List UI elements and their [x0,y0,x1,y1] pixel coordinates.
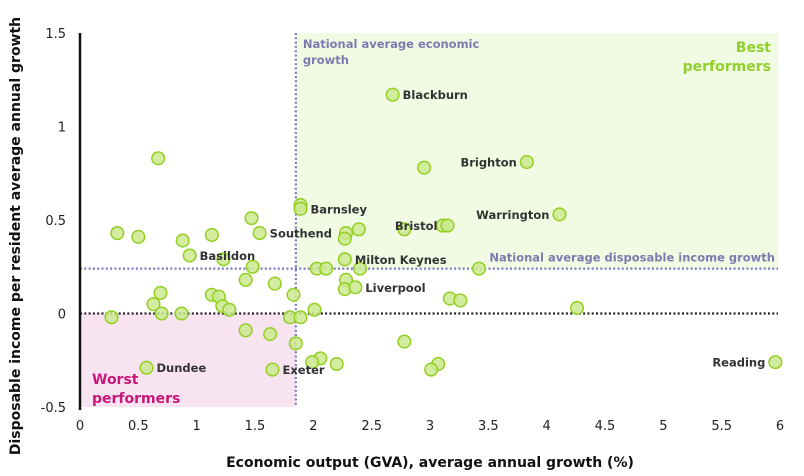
regions-layer [80,33,778,407]
points-layer [104,87,783,377]
data-point [440,218,455,233]
point-label: Exeter [283,363,325,377]
data-point [263,327,278,342]
x-tick-label: 2.5 [361,419,382,434]
data-point [453,293,468,308]
data-point [222,302,237,317]
data-point [182,248,197,263]
x-tick-label: 1.5 [245,419,266,434]
data-point [131,229,146,244]
x-tick-label: 5 [659,419,667,434]
data-point [337,231,352,246]
national-avg-economic-label-line2: growth [303,53,349,67]
worst-performers-label-line2: performers [92,391,180,407]
y-tick-label: -0.5 [41,401,66,416]
y-axis-ticks: -0.5 0 0.5 1 1.5 [41,27,66,416]
point-label: Barnsley [311,202,368,216]
point-label: Brighton [460,156,516,170]
y-tick-label: 0 [58,308,66,323]
data-point [288,336,303,351]
point-label: Southend [270,227,332,241]
x-tick-label: 0.5 [128,419,149,434]
data-point [352,261,368,276]
data-point [305,355,320,370]
point-label: Dundee [157,361,207,375]
x-tick-label: 2 [309,419,317,434]
y-axis-title: Disposable income per resident average a… [8,17,24,455]
x-tick-label: 6 [776,419,784,434]
point-label: Basildon [200,249,256,263]
data-point [154,306,169,321]
data-point [204,227,219,243]
point-label: Liverpool [365,281,425,295]
x-tick-label: 3.5 [478,419,499,434]
data-point [252,226,267,241]
data-point [238,272,253,287]
data-point [110,226,125,241]
data-point [216,252,231,267]
x-tick-label: 3 [426,419,434,434]
x-tick-label: 5.5 [711,419,732,434]
point-label: Milton Keynes [355,253,447,267]
data-point [153,285,168,300]
x-tick-label: 0 [76,419,84,434]
data-point [174,306,189,321]
best-performers-label-line2: performers [683,59,771,75]
y-tick-label: 1.5 [45,27,66,42]
data-point [319,261,334,276]
data-point [238,323,253,338]
data-point [104,310,119,325]
data-point [244,211,259,226]
data-point [519,154,534,170]
data-point [337,252,352,267]
x-tick-label: 1 [193,419,201,434]
national-avg-income-label: National average disposable income growt… [489,251,775,265]
data-point [286,287,301,302]
point-label: Warrington [476,208,549,222]
point-label: Bristol [395,219,438,233]
data-point [569,300,585,315]
y-tick-label: 1 [58,121,66,136]
data-point [385,87,400,102]
point-label: Blackburn [403,88,468,102]
best-performers-region [295,33,778,269]
data-point [348,280,363,295]
data-point [417,160,432,175]
data-point [471,261,487,276]
x-axis-ticks: 0 0.5 1 1.5 2 2.5 3 3.5 4 4.5 5 5.5 6 [76,419,784,434]
worst-performers-label-line1: Worst [92,372,139,388]
data-point [768,355,783,370]
data-point [397,334,412,349]
data-point [329,356,344,372]
data-point [307,302,322,317]
data-point [293,310,308,325]
point-label: Reading [712,356,765,370]
x-axis-title: Economic output (GVA), average annual gr… [226,455,634,471]
data-point [245,259,260,274]
data-point [151,151,166,166]
reference-lines-layer [80,33,778,407]
data-point [293,201,308,216]
x-tick-label: 4.5 [595,419,616,434]
worst-performers-region [80,313,296,407]
data-point [397,222,412,237]
point-labels-layer: Southend Basildon Dundee Exeter Barnsley Milt… [157,88,766,377]
best-performers-label-line1: Best [736,40,771,56]
data-point [424,362,439,377]
data-point [267,276,282,291]
y-tick-label: 0.5 [45,214,66,229]
data-point [265,362,280,377]
data-point [146,297,161,312]
x-tick-label: 4 [543,419,551,434]
national-avg-economic-label-line1: National average economic [303,37,480,51]
data-point [552,207,567,222]
data-point [175,233,190,248]
data-point [139,360,154,375]
data-point [351,222,366,237]
